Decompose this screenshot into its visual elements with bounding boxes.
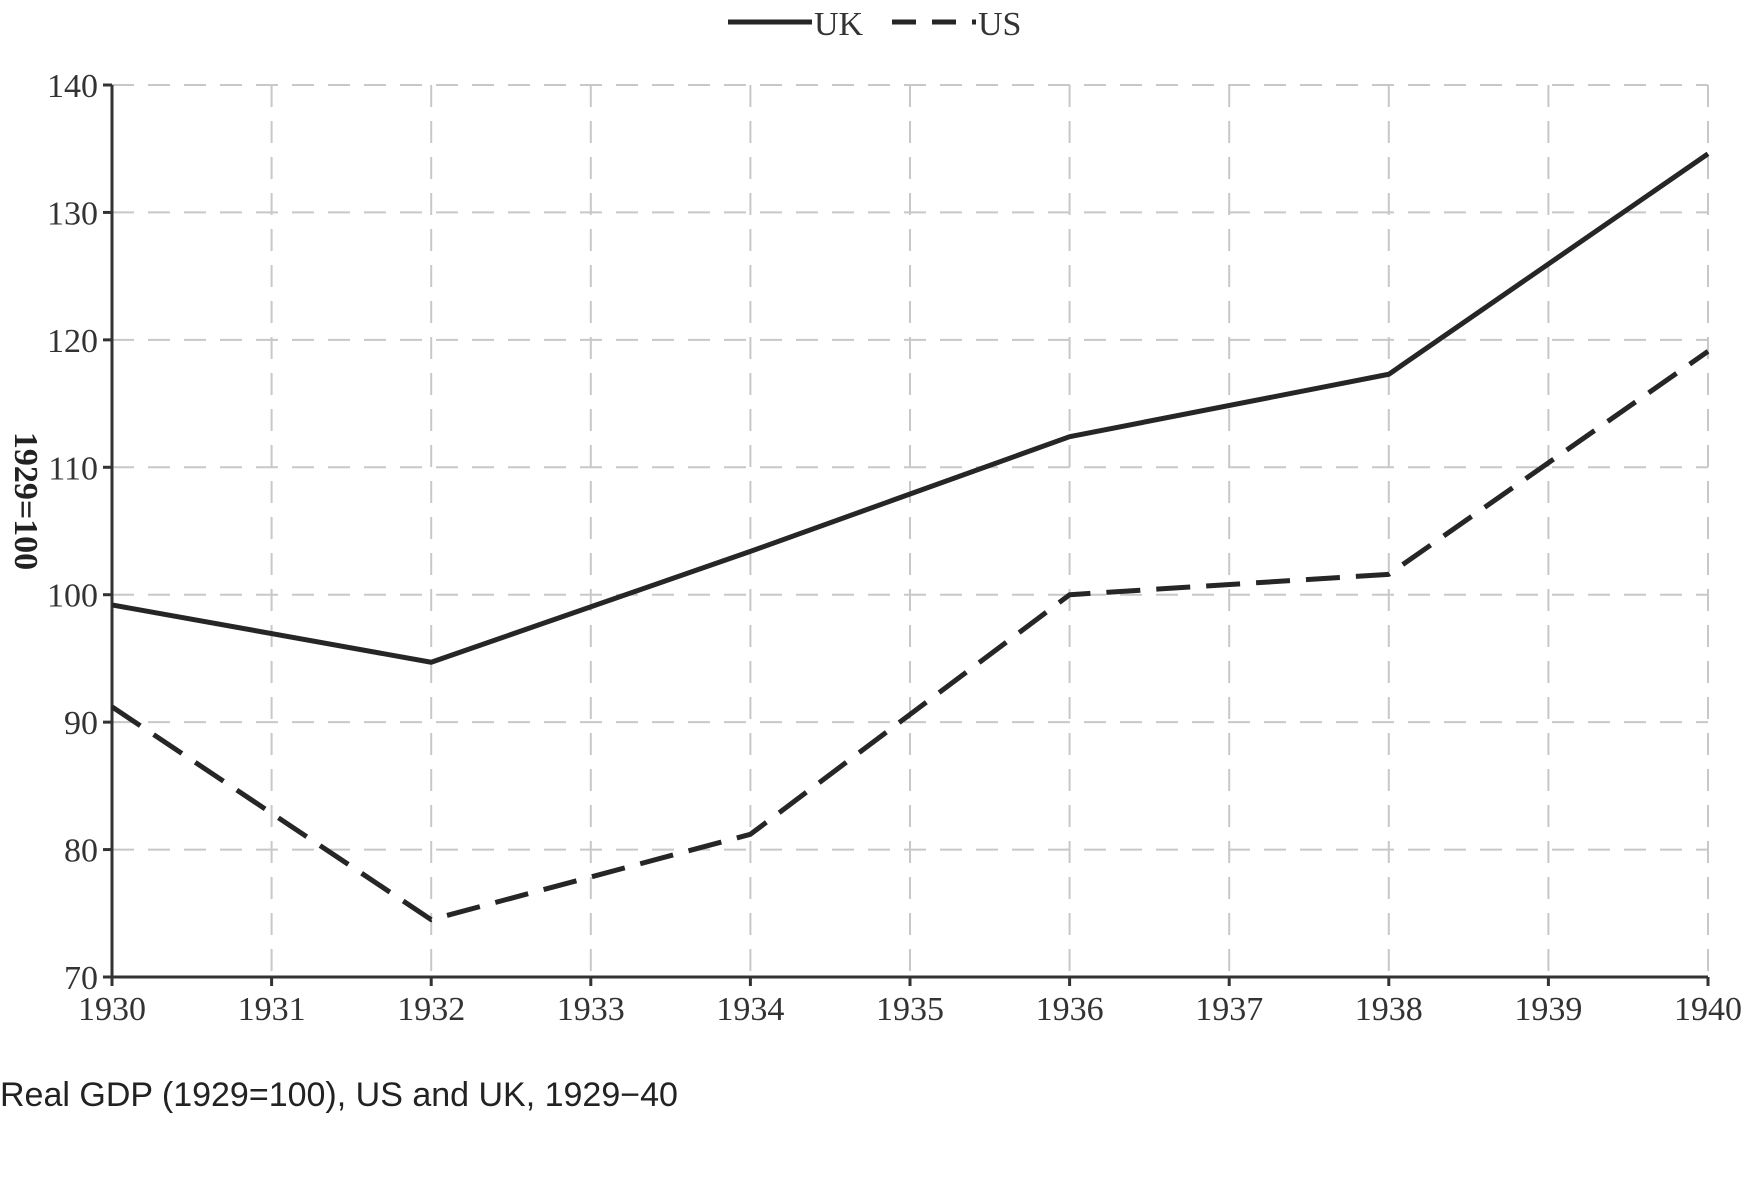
x-tick-label: 1935: [876, 991, 944, 1028]
y-tick-label: 80: [64, 833, 98, 870]
x-tick-label: 1937: [1195, 991, 1263, 1028]
x-tick-label: 1938: [1355, 991, 1423, 1028]
x-tick-label: 1939: [1514, 991, 1582, 1028]
x-tick-label: 1934: [716, 991, 784, 1028]
axes: [103, 83, 1710, 986]
tick-labels: 70 80 90 100 110 120 130 140 1930 1931 1932 1933 193…: [47, 68, 1742, 1028]
legend: UK US: [728, 6, 1021, 43]
series-line-us: [110, 349, 1710, 923]
series-line-uk: [111, 151, 1710, 665]
y-tick-label: 70: [64, 960, 98, 997]
x-tick-label: 1932: [397, 991, 465, 1028]
x-tick-label: 1936: [1036, 991, 1104, 1028]
x-tick-label: 1940: [1674, 991, 1742, 1028]
y-tick-label: 120: [47, 323, 98, 360]
y-tick-label: 140: [47, 68, 98, 105]
x-tick-label: 1933: [557, 991, 625, 1028]
figure-caption: Real GDP (1929=100), US and UK, 1929−40: [0, 1076, 678, 1114]
series-lines: [110, 151, 1710, 923]
legend-label-us: US: [978, 6, 1021, 43]
y-tick-label: 100: [47, 578, 98, 615]
x-tick-label: 1930: [78, 991, 146, 1028]
grid: [111, 84, 1709, 978]
y-tick-label: 90: [64, 705, 98, 742]
legend-label-uk: UK: [814, 6, 864, 43]
y-axis-label: 1929=100: [7, 432, 44, 570]
y-tick-label: 130: [47, 195, 98, 232]
y-tick-label: 110: [48, 450, 98, 487]
x-tick-label: 1931: [238, 991, 306, 1028]
